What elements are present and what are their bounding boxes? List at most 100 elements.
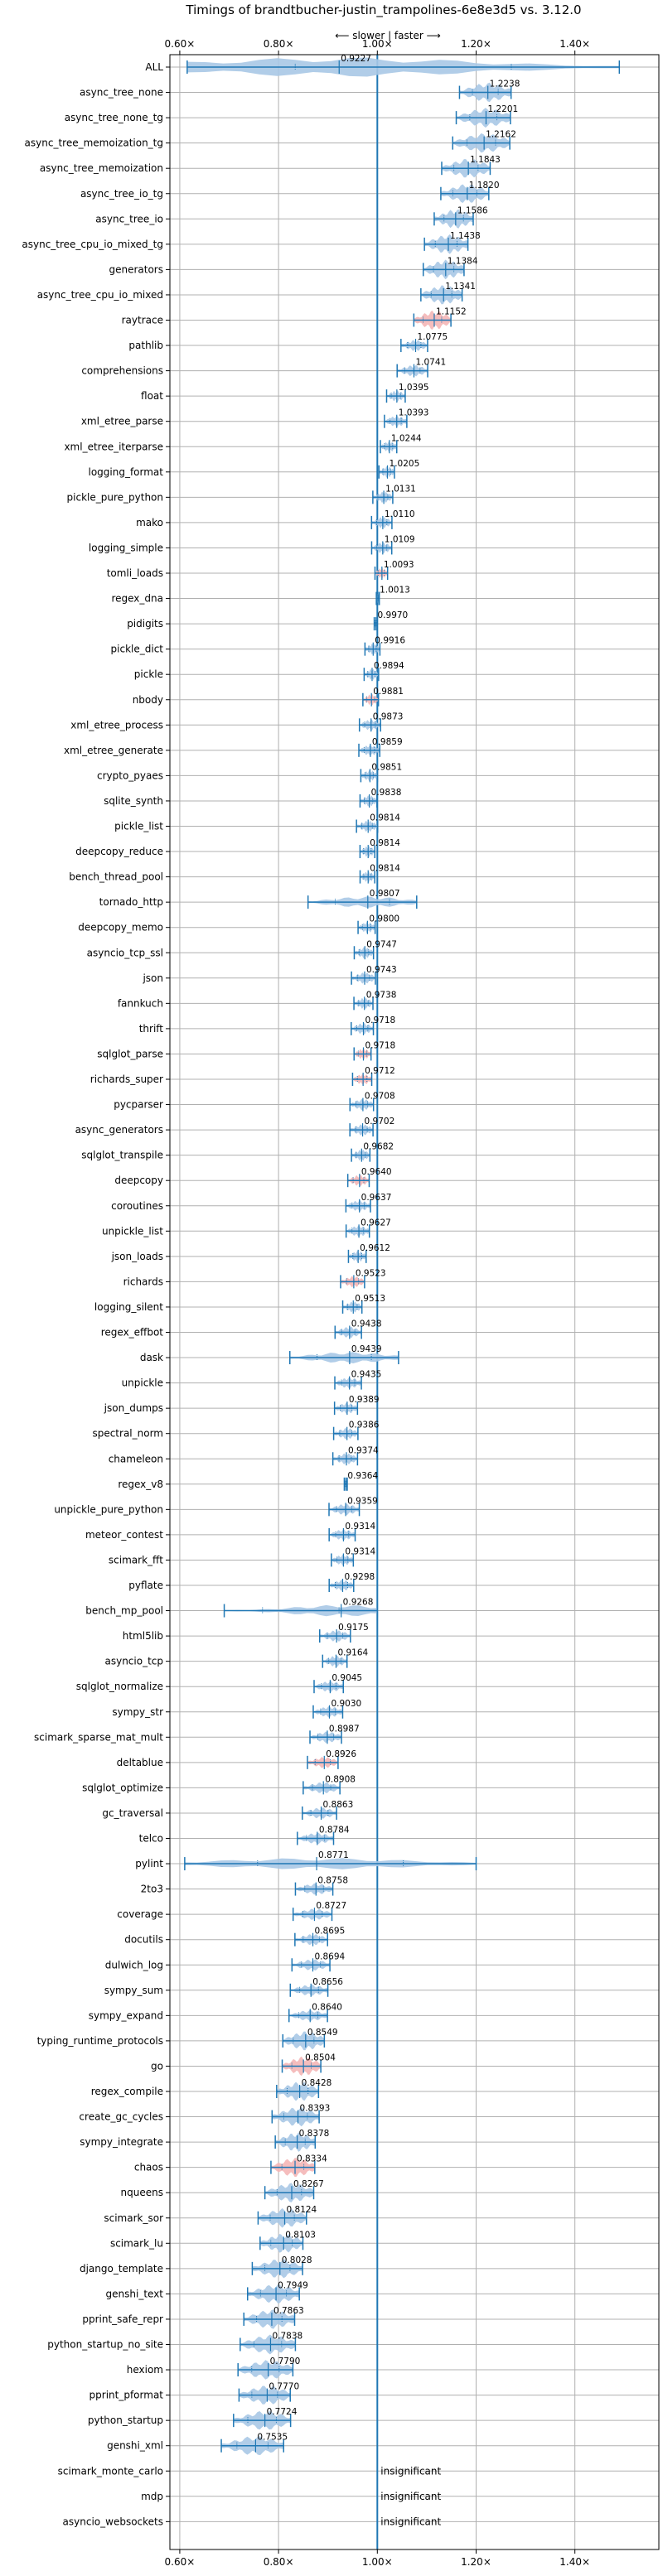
violin-value-label: 0.8504 [305,2053,336,2062]
violin-value-label: 1.1438 [450,231,481,241]
x-tick-label-top: 1.40× [559,38,590,50]
violin-value-label: 0.9894 [374,661,404,671]
violin-value-label: 1.2201 [487,104,518,114]
violin-value-label: 0.9298 [344,1572,375,1582]
violin-value-label: 1.1341 [445,282,476,292]
y-tick-label: coroutines [111,1200,163,1212]
violin-value-label: 1.0741 [415,358,446,368]
violin-value-label: 1.0131 [385,484,416,494]
y-tick-label: async_tree_none_tg [65,112,163,123]
y-tick-label: logging_simple [89,542,163,553]
y-tick-label: sympy_integrate [80,2136,163,2148]
violin-value-label: 0.9439 [351,1344,382,1354]
direction-annotation: ⟵ slower | faster ⟶ [335,30,441,41]
y-tick-label: hexiom [127,2364,163,2376]
y-tick-label: logging_format [88,466,163,478]
violin-value-label: 0.9227 [341,54,371,64]
insignificant-label: insignificant [380,2491,441,2502]
violin-value-label: 0.9164 [337,1648,368,1658]
y-tick-label: scimark_lu [110,2237,163,2249]
violin-value-label: 1.0205 [390,459,420,469]
violin-value-label: 1.0775 [417,332,448,342]
violin-value-label: 1.1843 [470,155,501,165]
violin-value-label: 0.9374 [348,1445,379,1455]
violin-value-label: 0.8863 [323,1800,354,1810]
y-tick-label: python_startup_no_site [47,2339,163,2351]
y-tick-label: coverage [117,1908,163,1920]
violin-value-label: 0.8656 [312,1977,343,1987]
y-tick-label: fannkuch [118,997,163,1009]
y-tick-label: sqlglot_parse [97,1048,163,1059]
violin-value-label: 0.9386 [349,1421,380,1430]
y-tick-label: comprehensions [81,365,163,377]
insignificant-label: insignificant [380,2465,441,2477]
violin-value-label: 1.1820 [469,181,500,191]
y-tick-label: asyncio_tcp [104,1656,163,1667]
label-layer: ALL async_tree_none async_tree_none_tgasyn… [22,54,520,2527]
violin-value-label: 0.9314 [345,1546,375,1556]
y-tick-label: dask [140,1352,163,1363]
x-tick-label-bottom: 1.00× [362,2556,393,2568]
violin-value-label: 0.8784 [319,1826,350,1836]
y-tick-label: async_tree_io [95,213,163,224]
y-tick-label: typing_runtime_protocols [37,2035,163,2047]
violin-value-label: 0.9438 [351,1319,382,1329]
y-tick-label: create_gc_cycles [79,2111,163,2123]
y-tick-label: generators [109,263,163,275]
y-tick-label: mdp [141,2491,163,2502]
axis-layer: 0.60× 0.60× 0.80× 0.80× 1.00× 1.00× 1.20× 1.20×… [165,38,591,2568]
x-tick-label-bottom: 1.40× [559,2556,590,2568]
y-tick-label: sympy_sum [104,1985,163,1996]
y-tick-label: async_tree_cpu_io_mixed_tg [22,239,163,250]
y-tick-label: deepcopy_memo [78,922,163,933]
violin-value-label: 0.9712 [365,1066,395,1076]
violin-value-label: 1.1586 [457,205,488,215]
y-tick-label: async_tree_none [80,87,163,99]
violin-value-label: 0.9389 [349,1395,380,1405]
y-tick-label: unpickle_pure_python [54,1503,163,1515]
violin-value-label: 0.9916 [375,636,405,646]
y-tick-label: deepcopy_reduce [75,846,163,857]
y-tick-label: json [142,972,163,984]
violin-value-label: 1.0109 [385,534,415,544]
y-tick-label: scimark_sparse_mat_mult [34,1731,163,1743]
y-tick-label: python_startup [88,2414,163,2426]
x-tick-label-top: 1.00× [362,38,393,50]
x-tick-label-top: 0.60× [165,38,196,50]
y-tick-label: asyncio_websockets [63,2516,163,2527]
violin-value-label: 0.9612 [360,1243,390,1253]
violin-value-label: 0.9702 [365,1117,395,1126]
y-tick-label: unpickle [122,1377,163,1389]
y-tick-label: deltablue [117,1757,163,1768]
y-tick-label: raytrace [122,315,163,326]
y-tick-label: json_loads [111,1251,163,1262]
violin-value-label: 0.9682 [363,1142,394,1152]
chart-title: Timings of brandtbucher-justin_trampolin… [185,2,581,18]
y-tick-label: regex_dna [111,593,163,605]
violin-value-label: 0.9637 [361,1193,392,1203]
y-tick-label: float [141,390,163,402]
violin-value-label: 0.8103 [285,2230,316,2240]
violin-value-label: 0.8926 [326,1749,356,1759]
y-tick-label: sqlite_synth [104,795,163,807]
y-tick-label: chaos [134,2162,163,2173]
violin-value-label: 0.9807 [370,889,400,899]
violin-value-label: 0.7724 [267,2407,298,2417]
violin-value-label: 0.9030 [331,1699,361,1709]
violin-value-label: 0.9364 [347,1471,378,1481]
y-tick-label: json_dumps [104,1402,163,1414]
violin-value-label: 0.9513 [355,1294,385,1304]
y-tick-label: meteor_contest [85,1529,163,1541]
y-tick-label: django_template [80,2263,163,2275]
y-tick-label: pycparser [114,1099,163,1111]
y-tick-label: spectral_norm [92,1428,163,1440]
violin-value-label: 0.7838 [272,2332,302,2342]
y-tick-label: richards_super [90,1073,163,1085]
violin-value-label: 0.7770 [269,2382,299,2392]
y-tick-label: scimark_monte_carlo [58,2465,163,2477]
y-tick-label: pickle_list [114,821,163,832]
violin-value-label: 0.8908 [325,1774,356,1784]
y-tick-label: genshi_text [106,2288,164,2299]
violin-value-label: 0.8694 [314,1951,345,1961]
violin-value-label: 0.9814 [370,838,400,848]
